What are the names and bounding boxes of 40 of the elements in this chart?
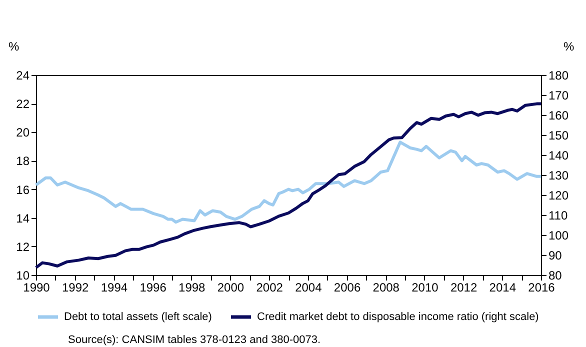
- y2-tick-label: 150: [548, 128, 569, 142]
- x-tick-label: 2004: [295, 280, 322, 294]
- y-tick-label: 22: [16, 97, 30, 112]
- x-tick-label: 2008: [372, 280, 400, 294]
- x-tick-label: 2006: [334, 280, 361, 294]
- x-tick-label: 1992: [62, 280, 90, 294]
- line-series: [34, 102, 542, 270]
- legend-label: Credit market debt to disposable income ratio (right scale): [257, 311, 539, 323]
- x-tick-label: 2000: [217, 280, 244, 294]
- y-tick-label: 16: [16, 182, 30, 197]
- y2-tick-label: 120: [548, 188, 569, 202]
- source-note: Source(s): CANSIM tables 378-0123 and 380-0073.: [68, 334, 321, 346]
- y2-axis-title: %: [564, 40, 574, 54]
- y2-tick-label: 140: [548, 148, 569, 162]
- x-tick-label: 1998: [178, 280, 206, 294]
- x-tick-label: 2016: [528, 280, 556, 294]
- line-series: [34, 140, 542, 224]
- y2-tick-label: 170: [548, 88, 569, 102]
- y-tick-label: 12: [16, 240, 30, 254]
- x-tick-label: 2014: [489, 280, 516, 294]
- x-tick-label: 2010: [412, 280, 439, 294]
- x-tick-label: 1994: [100, 280, 128, 294]
- y-tick-label: 10: [16, 268, 30, 282]
- x-tick-label: 1996: [140, 280, 167, 294]
- y2-tick-label: 160: [548, 108, 569, 122]
- y2-tick-label: 90: [548, 248, 562, 262]
- y-tick-label: 24: [16, 68, 30, 82]
- y-tick-label: 20: [16, 126, 30, 140]
- y2-tick-label: 180: [548, 68, 569, 82]
- y-axis-title: %: [8, 40, 20, 54]
- legend-label: Debt to total assets (left scale): [64, 311, 212, 323]
- y-tick-label: 14: [16, 211, 30, 226]
- x-tick-label: 1990: [23, 280, 50, 294]
- x-tick-label: 2012: [450, 280, 478, 294]
- y2-tick-label: 80: [548, 268, 562, 282]
- y2-tick-label: 110: [548, 208, 568, 222]
- x-tick-label: 2002: [256, 280, 284, 294]
- y-tick-label: 18: [16, 154, 30, 168]
- y2-tick-label: 100: [548, 228, 569, 242]
- y2-tick-label: 130: [548, 168, 569, 182]
